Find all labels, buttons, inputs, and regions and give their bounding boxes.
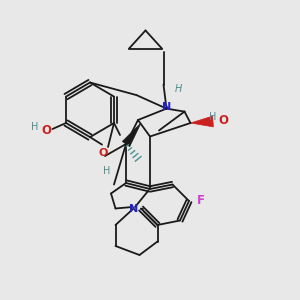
Text: O: O: [218, 113, 229, 127]
Text: O: O: [99, 148, 108, 158]
Text: H: H: [209, 112, 217, 122]
Text: N: N: [162, 102, 171, 112]
Polygon shape: [122, 123, 141, 147]
Text: F: F: [197, 194, 205, 208]
Text: N: N: [129, 203, 138, 214]
Polygon shape: [190, 116, 213, 127]
Text: H: H: [175, 84, 182, 94]
Text: O: O: [41, 124, 52, 137]
Text: H: H: [103, 166, 110, 176]
Text: H: H: [31, 122, 38, 133]
